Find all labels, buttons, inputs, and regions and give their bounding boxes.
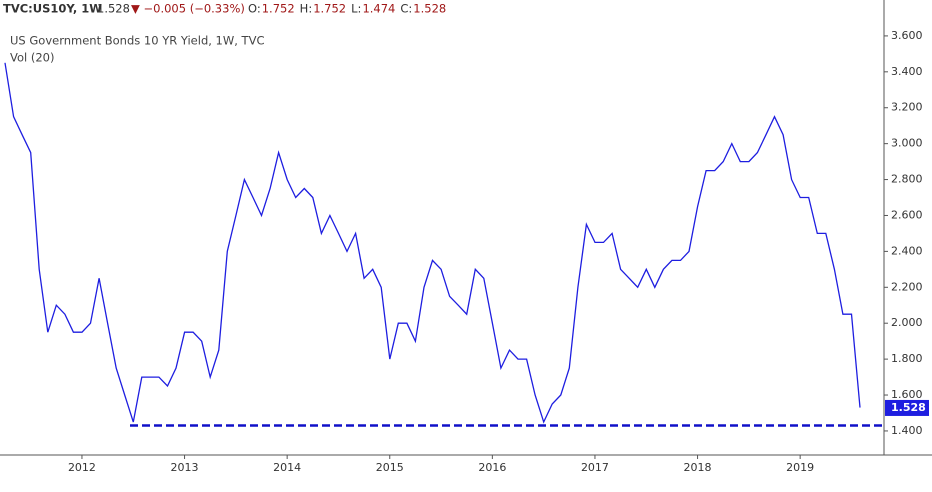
chart-title: US Government Bonds 10 YR Yield, 1W, TVC	[10, 34, 264, 48]
header-ohlc-value: 1.474	[362, 2, 395, 16]
y-tick-label: 3.000	[891, 137, 923, 150]
y-tick-label: 1.600	[891, 388, 923, 401]
y-tick-label: 2.600	[891, 208, 923, 221]
x-tick-label: 2017	[581, 461, 609, 474]
header-ohlc-key: L:	[351, 2, 361, 16]
x-tick-label: 2016	[478, 461, 506, 474]
last-price-box	[885, 399, 929, 416]
y-tick-label: 2.200	[891, 280, 923, 293]
x-tick-label: 2019	[786, 461, 814, 474]
x-tick-label: 2013	[171, 461, 199, 474]
price-line	[4, 62, 861, 424]
x-tick-label: 2012	[68, 461, 96, 474]
header-last: 1.528	[97, 2, 130, 16]
header-ohlc-key: H:	[300, 2, 313, 16]
header-ohlc-value: 1.752	[262, 2, 295, 16]
header-change: ▼ −0.005 (−0.33%)	[131, 2, 245, 16]
last-price-label: 1.528	[891, 401, 926, 414]
header-ohlc-value: 1.528	[413, 2, 446, 16]
y-tick-label: 2.000	[891, 316, 923, 329]
y-tick-label: 3.600	[891, 29, 923, 42]
header-symbol: TVC:US10Y, 1W	[3, 2, 102, 16]
y-tick-label: 2.800	[891, 173, 923, 186]
x-tick-label: 2015	[376, 461, 404, 474]
header-ohlc-key: O:	[248, 2, 261, 16]
y-tick-label: 3.200	[891, 101, 923, 114]
x-tick-label: 2018	[684, 461, 712, 474]
y-tick-label: 1.800	[891, 352, 923, 365]
header-ohlc-key: C:	[400, 2, 412, 16]
y-tick-label: 2.400	[891, 244, 923, 257]
y-tick-label: 1.400	[891, 424, 923, 437]
chart-subtitle: Vol (20)	[10, 51, 54, 65]
header-ohlc-value: 1.752	[313, 2, 346, 16]
x-tick-label: 2014	[273, 461, 301, 474]
y-tick-label: 3.400	[891, 65, 923, 78]
